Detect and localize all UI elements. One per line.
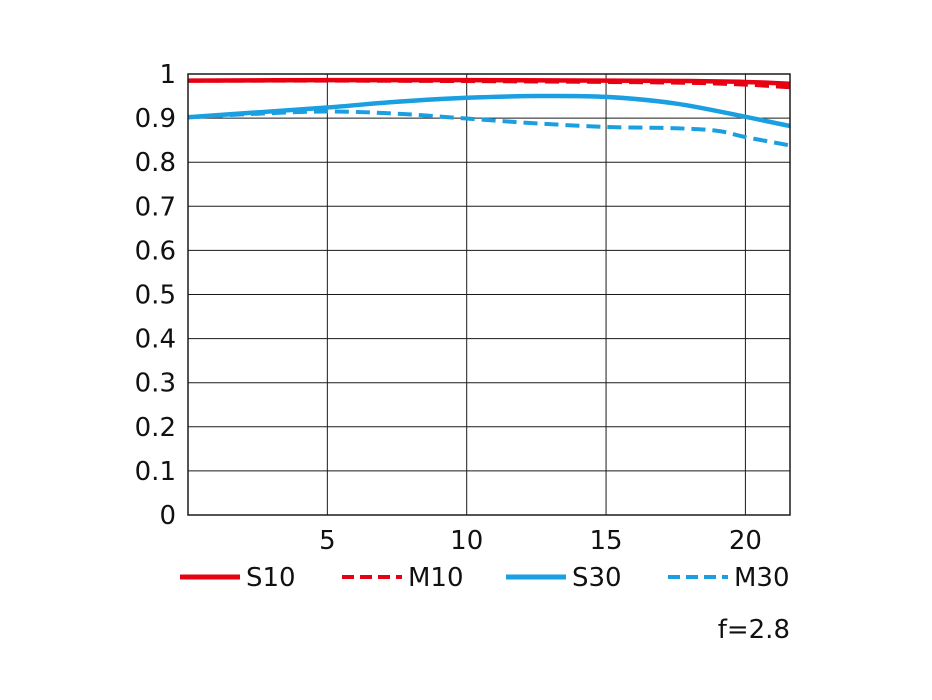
x-tick-label: 10 <box>450 526 483 556</box>
y-tick-label: 0.6 <box>135 236 176 266</box>
aperture-label: f=2.8 <box>718 615 790 645</box>
legend-label-s10: S10 <box>246 563 296 593</box>
series-line-m30 <box>187 109 791 148</box>
series-line-s10 <box>187 77 791 86</box>
y-tick-label: 0.7 <box>135 192 176 222</box>
legend-label-m30: M30 <box>734 563 790 593</box>
y-axis-tick-labels: 0 0.1 0.2 0.3 0.4 0.5 0.6 0.7 0.8 0.9 1 <box>135 60 176 531</box>
x-tick-label: 5 <box>319 526 336 556</box>
series-line-s30 <box>187 93 791 129</box>
grid-lines <box>188 74 790 515</box>
x-axis-tick-labels: 5 10 15 20 <box>319 526 762 556</box>
y-tick-label: 0.8 <box>135 148 176 178</box>
y-tick-label: 0.9 <box>135 104 176 134</box>
x-tick-label: 15 <box>590 526 623 556</box>
y-tick-label: 0.2 <box>135 413 176 443</box>
y-tick-label: 0.4 <box>135 325 176 355</box>
y-tick-label: 0.3 <box>135 369 176 399</box>
x-tick-label: 20 <box>729 526 762 556</box>
legend-label-m10: M10 <box>408 563 464 593</box>
y-tick-label: 0.1 <box>135 457 176 487</box>
series-lines <box>187 77 791 148</box>
y-tick-label: 1 <box>159 60 176 90</box>
plot-frame <box>187 73 791 516</box>
legend-label-s30: S30 <box>572 563 622 593</box>
y-tick-label: 0 <box>159 501 176 531</box>
legend: S10 M10 S30 M30 <box>180 563 790 593</box>
y-tick-label: 0.5 <box>135 281 176 311</box>
